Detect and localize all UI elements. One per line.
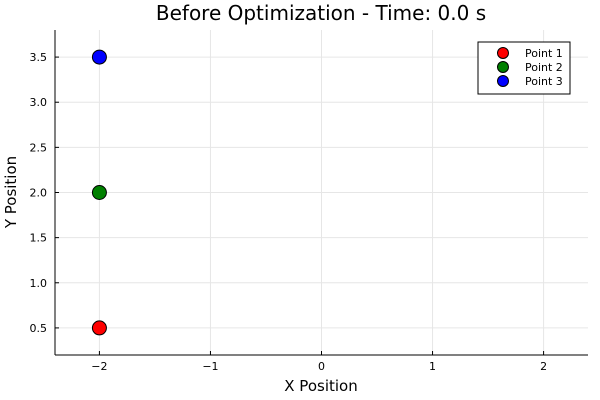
y-tick-label: 1.0: [30, 277, 48, 290]
data-point: [91, 49, 107, 65]
legend-box: [477, 41, 571, 95]
y-axis-label: Y Position: [2, 156, 20, 229]
grid-layer: [55, 30, 588, 355]
points-layer: [91, 49, 107, 336]
legend-marker: [497, 61, 509, 73]
legend-label: Point 1: [525, 47, 563, 60]
legend-marker: [497, 47, 509, 59]
y-tick-label: 3.5: [30, 51, 48, 64]
x-tick-label: −2: [91, 360, 107, 373]
ticks-layer: −2 −1 0 1 2 0.5 1.0 1.5 2.0 2.5 3.0 3.5: [30, 51, 548, 373]
y-tick-label: 3.0: [30, 96, 48, 109]
x-tick-label: 2: [540, 360, 547, 373]
y-tick-label: 0.5: [30, 322, 48, 335]
legend-marker: [497, 75, 509, 87]
x-axis-label: X Position: [284, 377, 357, 395]
data-point: [91, 320, 107, 336]
x-tick-label: 1: [429, 360, 436, 373]
y-tick-label: 2.5: [30, 141, 48, 154]
legend-label: Point 2: [525, 61, 563, 74]
y-tick-label: 2.0: [30, 187, 48, 200]
chart-title: Before Optimization - Time: 0.0 s: [156, 1, 486, 25]
legend-label: Point 3: [525, 75, 563, 88]
data-point: [91, 185, 107, 200]
x-tick-label: 0: [318, 360, 325, 373]
y-tick-label: 1.5: [30, 232, 48, 245]
x-tick-label: −1: [202, 360, 218, 373]
